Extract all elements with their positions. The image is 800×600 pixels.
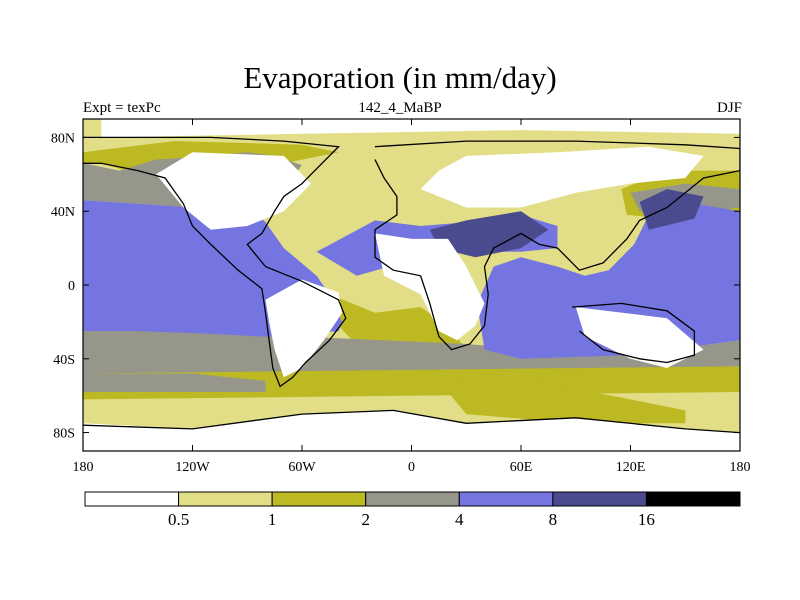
colorbar-label: 0.5 [168, 510, 189, 529]
y-tick-label: 80N [51, 131, 75, 146]
x-tick-label: 180 [73, 460, 94, 475]
y-tick-label: 80S [53, 427, 75, 442]
experiment-label: Expt = texPc [83, 100, 161, 116]
land-region-21 [101, 119, 740, 138]
colorbar: 0.5 1 2 4 8 16 [84, 491, 741, 529]
land-region-17 [575, 307, 704, 368]
land-region-19 [420, 146, 704, 208]
y-tick-label: 40S [53, 353, 75, 368]
axis-ticks: 180 120W 60W 0 60E 120E 180 80N 40N 0 40S 80S [51, 119, 751, 475]
colorbar-swatch [178, 491, 273, 507]
ocean-mid-region-7 [83, 325, 740, 374]
x-tick-label: 0 [408, 460, 415, 475]
colorbar-swatch [365, 491, 460, 507]
colorbar-label: 16 [638, 510, 655, 529]
colorbar-label: 8 [549, 510, 558, 529]
colorbar-label: 1 [268, 510, 277, 529]
coastline-layer [83, 136, 740, 434]
map-title: Evaporation (in mm/day) [243, 60, 557, 95]
colorbar-swatch [645, 491, 741, 507]
ocean-peak-region-14 [429, 211, 549, 258]
colorbar-label: 2 [361, 510, 370, 529]
x-tick-label: 60W [288, 460, 316, 475]
x-tick-label: 180 [730, 460, 751, 475]
colorbar-swatch [84, 491, 180, 507]
ocean-high-region-11 [477, 202, 740, 359]
period-label: 142_4_MaBP [358, 100, 442, 116]
colorbar-swatch [458, 491, 554, 507]
land-region-20 [83, 410, 740, 451]
x-tick-label: 120E [616, 460, 646, 475]
antarctica-coast [83, 409, 740, 434]
colorbar-swatch [552, 491, 647, 507]
x-tick-label: 60E [510, 460, 533, 475]
eurasia-africa-coast [374, 140, 740, 351]
colorbar-label: 4 [455, 510, 464, 529]
season-label: DJF [716, 100, 742, 116]
americas-coast [83, 136, 347, 388]
colorbar-swatch [271, 491, 367, 507]
x-tick-label: 120W [175, 460, 210, 475]
y-tick-label: 40N [51, 205, 75, 220]
land-region-16 [375, 233, 485, 341]
ocean-peak-region-13 [639, 189, 704, 230]
land-region-18 [156, 152, 312, 230]
ocean-low-region-5 [448, 368, 686, 424]
land-region-15 [265, 279, 343, 378]
contour-fill-layer [83, 119, 740, 451]
ocean-mid-region-8 [83, 373, 266, 392]
australia-coast [572, 302, 696, 364]
y-tick-label: 0 [68, 279, 75, 294]
